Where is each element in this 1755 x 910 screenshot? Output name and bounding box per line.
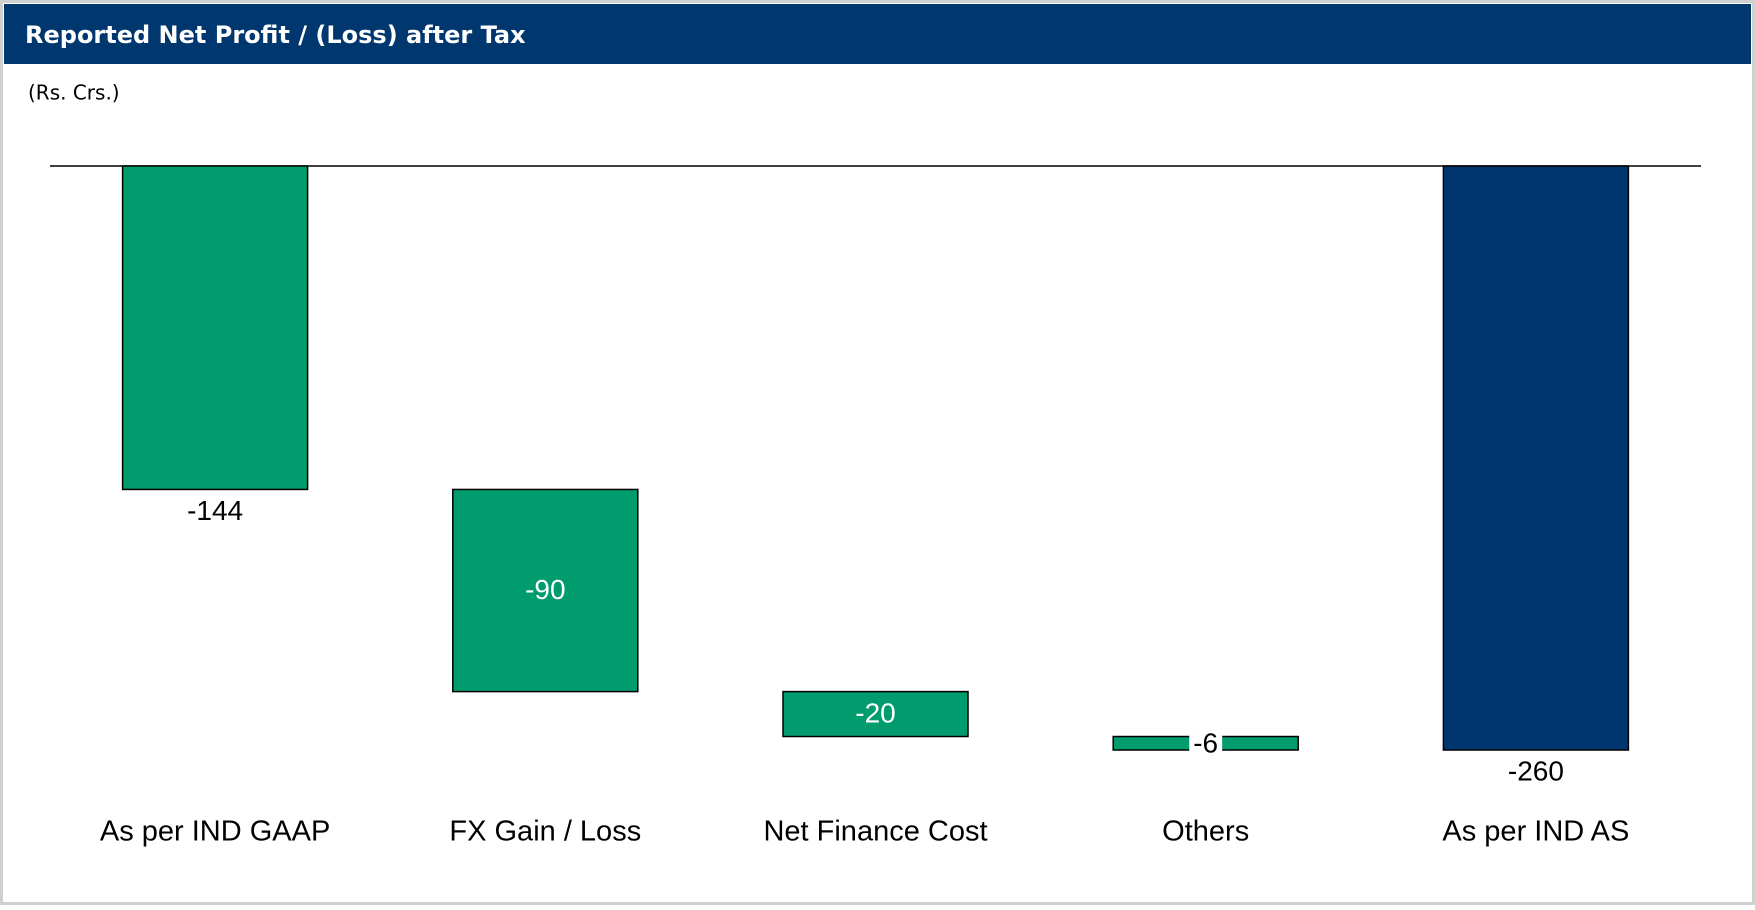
value-label: -20	[855, 697, 895, 728]
value-label: -144	[187, 495, 243, 526]
value-label-bg	[1189, 735, 1223, 751]
bar	[452, 488, 639, 693]
x-tick-label: Net Finance Cost	[763, 816, 987, 848]
bar	[782, 690, 969, 738]
chart-title: Reported Net Profit / (Loss) after Tax	[25, 21, 526, 49]
x-tick-label: Others	[1162, 816, 1249, 848]
bar	[121, 165, 309, 491]
bar	[1442, 165, 1630, 751]
value-label: -260	[1508, 755, 1564, 786]
x-tick-label: As per IND GAAP	[100, 816, 330, 848]
value-label: -6	[1193, 728, 1218, 759]
chart-subtitle: (Rs. Crs.)	[28, 81, 120, 105]
x-tick-label: As per IND AS	[1442, 816, 1629, 848]
value-label: -90	[525, 574, 565, 605]
header-bar	[4, 4, 1751, 64]
x-tick-label: FX Gain / Loss	[449, 816, 641, 848]
